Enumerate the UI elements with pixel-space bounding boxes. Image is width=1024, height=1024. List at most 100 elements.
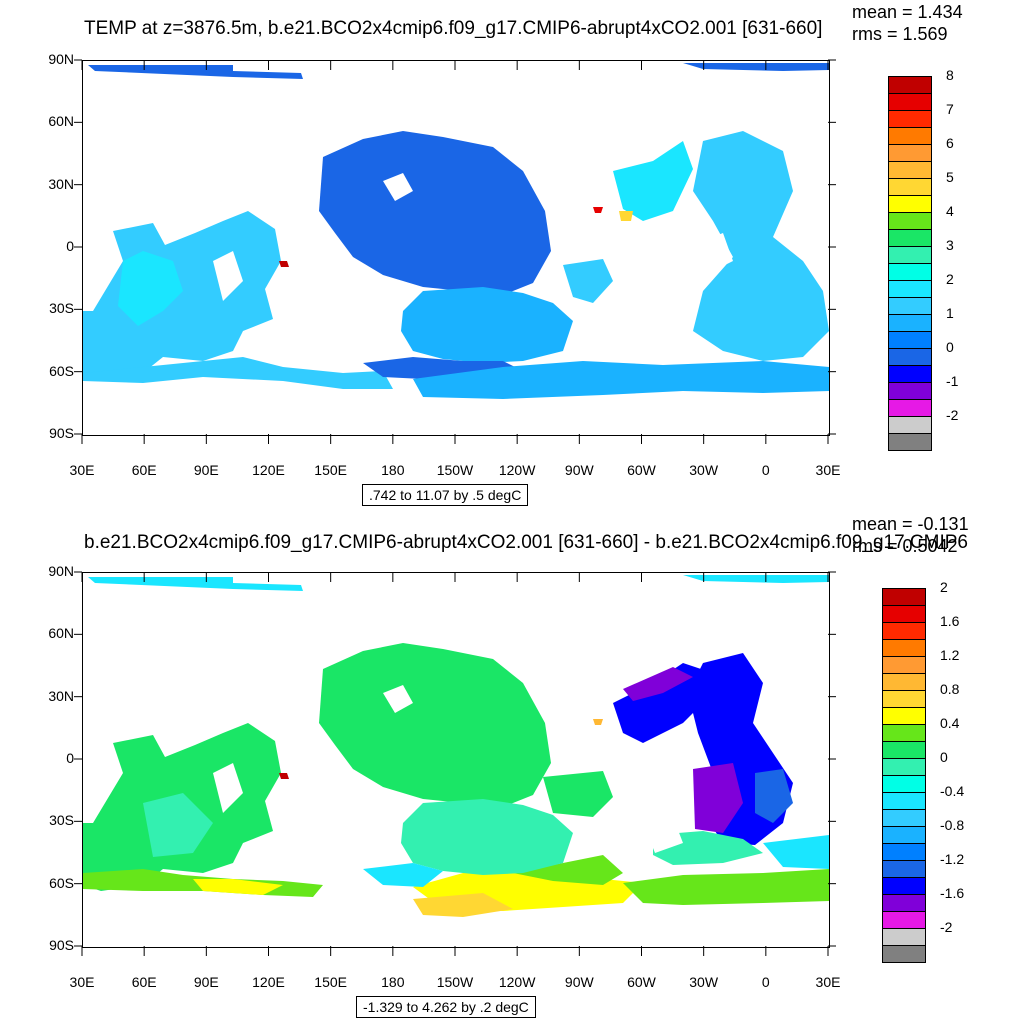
colorbar-box [888, 348, 932, 366]
x-tick-label: 150E [314, 462, 347, 478]
field-region [613, 141, 693, 221]
colorbar-box [888, 110, 932, 128]
map-fill [83, 63, 829, 399]
field-region [623, 869, 829, 905]
x-tick-label: 90E [193, 974, 219, 990]
colorbar-box [882, 792, 926, 810]
field-region [619, 211, 633, 221]
y-tick-label: 60N [48, 625, 74, 642]
colorbar-label: 2 [946, 271, 954, 287]
colorbar-label: 4 [946, 203, 954, 219]
x-tick-label: 120W [498, 462, 536, 478]
colorbar-box [882, 945, 926, 963]
field-region [593, 719, 603, 725]
colorbar-box [882, 605, 926, 623]
rms-value: rms = 1.569 [852, 24, 948, 44]
field-region [88, 577, 303, 591]
diff-map-panel: b.e21.BCO2x4cmip6.f09_g17.CMIP6-abrupt4x… [0, 512, 1024, 1024]
contour-info: -1.329 to 4.262 by .2 degC [356, 996, 536, 1018]
colorbar-box [882, 843, 926, 861]
x-tick-label: 30W [689, 462, 719, 478]
y-tick-label: 90S [49, 937, 74, 953]
colorbar-box [882, 724, 926, 742]
x-tick-label: 30E [69, 462, 95, 478]
plot-title: TEMP at z=3876.5m, b.e21.BCO2x4cmip6.f09… [84, 18, 823, 39]
land-mask [643, 305, 683, 341]
y-tick-label: 30N [48, 175, 74, 192]
colorbar-box [882, 690, 926, 708]
colorbar-label: 8 [946, 67, 954, 83]
colorbar-label: -1.2 [940, 851, 965, 867]
x-tick-label: 60E [131, 462, 157, 478]
x-tick-label: 150W [436, 974, 474, 990]
colorbar-box [888, 76, 932, 94]
x-tick-label: 180 [381, 462, 405, 478]
x-tick-label: 0 [761, 974, 770, 990]
colorbar-label: 0 [940, 749, 948, 765]
field-region [693, 763, 743, 833]
colorbar-box [888, 195, 932, 213]
colorbar-box [882, 894, 926, 912]
x-tick-label: 120E [252, 462, 285, 478]
colorbar-label: -2 [946, 407, 959, 423]
land-mask [213, 763, 243, 813]
colorbar-label: 1.2 [940, 647, 960, 663]
colorbar-box [882, 911, 926, 929]
colorbar-label: 2 [940, 579, 948, 595]
map-fill [83, 575, 829, 917]
field-region [83, 211, 281, 379]
colorbar-label: 0.8 [940, 681, 960, 697]
field-region [413, 893, 513, 917]
y-tick-label: 60N [48, 113, 74, 130]
y-tick-label: 90N [48, 563, 74, 579]
x-tick-label: 0 [761, 462, 770, 478]
field-region [279, 261, 289, 267]
field-region [143, 793, 213, 857]
colorbar-box [888, 246, 932, 264]
colorbar-box [882, 673, 926, 691]
x-tick-label: 120W [498, 974, 536, 990]
colorbar-label: -2 [940, 919, 953, 935]
colorbar-label: 0.4 [940, 715, 960, 731]
land-mask [703, 233, 733, 271]
colorbar-box [888, 93, 932, 111]
colorbar-box [888, 365, 932, 383]
field-region [543, 771, 613, 817]
field-region [279, 773, 289, 779]
field-region [413, 361, 829, 399]
colorbar-box [888, 161, 932, 179]
field-region [693, 131, 829, 361]
map-plot-area [82, 572, 830, 948]
colorbar-box [888, 416, 932, 434]
colorbar-box [882, 877, 926, 895]
field-region [563, 259, 613, 303]
rms-value: rms = 0.5042 [852, 536, 958, 556]
land-mask [643, 817, 683, 853]
colorbar-label: 1.6 [940, 613, 960, 629]
x-tick-label: 180 [381, 974, 405, 990]
x-tick-label: 30E [815, 974, 841, 990]
y-tick-label: 30S [49, 300, 74, 317]
field-region [755, 769, 793, 823]
colorbar-box [882, 741, 926, 759]
x-tick-label: 60W [627, 462, 656, 478]
colorbar-box [882, 809, 926, 827]
colorbar-box [882, 639, 926, 657]
y-tick-label: 60S [49, 874, 74, 891]
x-tick-label: 60W [627, 974, 656, 990]
colorbar-box [888, 144, 932, 162]
colorbar-box [882, 622, 926, 640]
colorbar-label: 1 [946, 305, 954, 321]
colorbar-label: -0.8 [940, 817, 965, 833]
colorbar-label: -1 [946, 373, 959, 389]
x-tick-label: 90E [193, 462, 219, 478]
colorbar-box [888, 314, 932, 332]
colorbar-box [888, 382, 932, 400]
x-tick-label: 60E [131, 974, 157, 990]
colorbar-box [882, 826, 926, 844]
field-region [401, 799, 573, 875]
colorbar-label: -1.6 [940, 885, 965, 901]
field-region [683, 63, 829, 71]
contour-info: .742 to 11.07 by .5 degC [362, 484, 529, 506]
y-tick-label: 30S [49, 812, 74, 829]
